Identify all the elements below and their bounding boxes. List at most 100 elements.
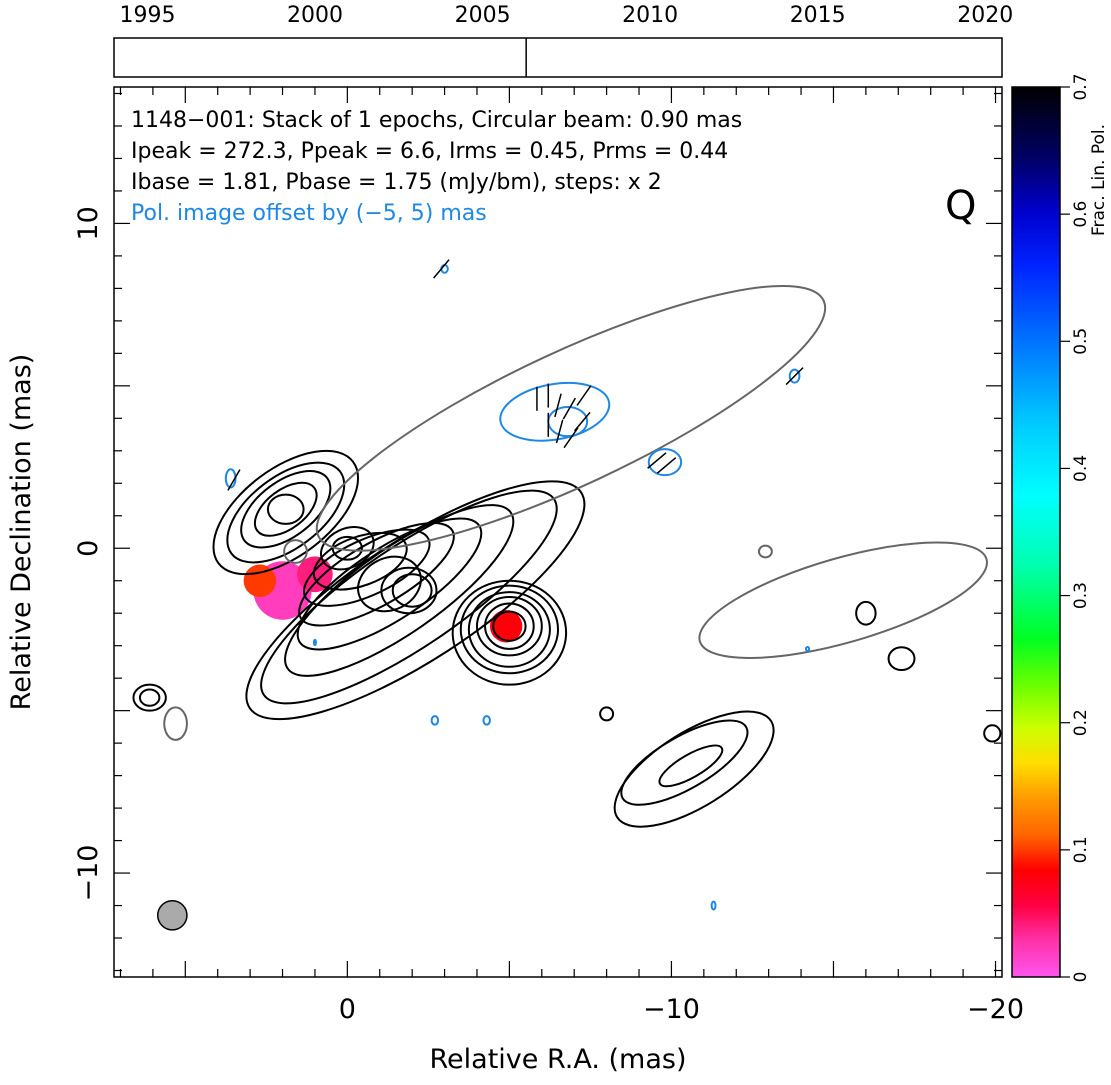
annotation-line-1: 1148−001: Stack of 1 epochs, Circular be… — [131, 108, 742, 133]
contour-level-0-stokes_i — [132, 449, 1002, 828]
x-tick-label: 0 — [339, 994, 356, 1025]
colorbar-tick-label: 0.2 — [1071, 709, 1091, 736]
contour-4-0 — [266, 493, 305, 525]
timeline-tick-label: 2020 — [957, 3, 1013, 28]
contour-2-0 — [240, 470, 332, 549]
map-axis-tick-labels: 0 −10 −20 −10 0 10 — [73, 206, 1024, 1025]
evpa-ticks — [227, 259, 804, 491]
timeline-tick-label: 2010 — [622, 3, 678, 28]
evpa-tick-4 — [576, 385, 592, 406]
contour-1-3 — [138, 688, 161, 707]
map-frame — [113, 86, 1003, 978]
colorbar-tick-label: 0.4 — [1071, 455, 1091, 482]
contour-2-1 — [284, 504, 515, 677]
contour-0-5 — [887, 646, 916, 672]
contour-0-8 — [613, 710, 775, 828]
evpa-tick-7 — [563, 427, 579, 449]
contour-3-0 — [253, 481, 318, 537]
contour-11-9 — [710, 900, 717, 911]
evpa-tick-2 — [554, 393, 562, 418]
contour-7-1 — [320, 526, 375, 571]
x-tick-label: −10 — [643, 994, 700, 1025]
contour-0-6 — [983, 724, 1002, 743]
contour-0-4 — [855, 600, 877, 626]
evpa-tick-9 — [647, 452, 667, 469]
stokes-label: Q — [945, 183, 976, 229]
y-axis-label: Relative Declination (mas) — [6, 354, 37, 711]
colorbar-ticks: 0 0.1 0.2 0.3 0.4 0.5 0.6 0.7 — [1060, 73, 1091, 982]
colorbar-tick-label: 0.5 — [1071, 328, 1091, 355]
y-tick-label: 10 — [73, 206, 104, 240]
colorbar-label: Frac. Lin. Pol. — [1089, 124, 1109, 236]
contour-0-7 — [599, 706, 615, 722]
evpa-tick-6 — [555, 419, 564, 444]
contour-3-2 — [475, 595, 543, 657]
contour-10-4 — [757, 544, 773, 559]
contour-9-0 — [391, 573, 433, 608]
map-axis-ticks — [114, 87, 1002, 977]
fracpol-blob-3 — [489, 609, 523, 643]
contour-10-1 — [698, 541, 988, 659]
contour-11-5 — [788, 368, 801, 384]
colorbar-tick-label: 0 — [1071, 972, 1091, 983]
beam-ellipse — [157, 899, 188, 931]
timeline-tick-label: 2005 — [455, 3, 511, 28]
timeline-tick-labels: 1995 2000 2005 2010 2015 2020 — [120, 3, 1014, 28]
contour-2-3 — [658, 744, 724, 788]
epoch-timeline: 1995 2000 2005 2010 2015 2020 — [113, 3, 1014, 78]
contour-2-2 — [467, 591, 551, 668]
contour-11-8 — [804, 645, 811, 652]
colorbar: 0 0.1 0.2 0.3 0.4 0.5 0.6 0.7 Frac. Lin. Pol. — [1011, 73, 1109, 982]
y-tick-label: 0 — [73, 540, 104, 557]
evpa-tick-13 — [785, 367, 804, 386]
contour-4-2 — [484, 602, 535, 650]
timeline-tick-label: 2000 — [287, 3, 343, 28]
contour-10-0 — [315, 284, 827, 552]
timeline-tick-label: 1995 — [120, 3, 176, 28]
contour-level-9-stokes_i — [391, 573, 433, 608]
evpa-tick-8 — [574, 411, 591, 432]
evpa-tick-11 — [433, 259, 450, 279]
contour-8-0 — [380, 566, 438, 615]
contour-5-1 — [492, 610, 527, 642]
colorbar-tick-label: 0.1 — [1071, 836, 1091, 863]
contour-level-11-polarization — [224, 264, 811, 911]
fractional-polarization-image — [243, 556, 523, 643]
contour-level-5-stokes_i — [303, 528, 527, 642]
x-axis-label: Relative R.A. (mas) — [430, 1044, 687, 1075]
contour-level-7-stokes_i — [320, 526, 422, 613]
annotation-line-3: Ibase = 1.81, Pbase = 1.75 (mJy/bm), ste… — [131, 170, 662, 195]
colorbar-tick-label: 0.6 — [1071, 201, 1091, 228]
contour-0-3 — [132, 683, 167, 712]
contour-11-7 — [482, 715, 491, 726]
contour-1-0 — [226, 461, 346, 564]
timeline-frame — [113, 37, 1003, 78]
contour-7-0 — [357, 555, 422, 613]
contour-level-1-stokes_i — [138, 461, 749, 806]
contour-11-10 — [312, 638, 317, 647]
contour-0-0 — [212, 449, 360, 576]
annotation-line-2: Ipeak = 272.3, Ppeak = 6.6, Irms = 0.45,… — [131, 139, 728, 164]
contour-level-2-stokes_i — [240, 470, 724, 788]
timeline-tick-label: 2015 — [790, 3, 846, 28]
contour-10-3 — [283, 539, 308, 564]
contour-1-4 — [620, 719, 749, 806]
contour-level-10-negative — [163, 284, 988, 741]
colorbar-tick-label: 0.3 — [1071, 582, 1091, 609]
colorbar-gradient — [1011, 86, 1061, 978]
x-tick-label: −20 — [967, 994, 1024, 1025]
fracpol-blob-2 — [243, 564, 277, 597]
colorbar-tick-label: 0.7 — [1071, 73, 1091, 100]
contour-10-2 — [163, 706, 188, 741]
contour-5-0 — [303, 528, 431, 607]
contour-11-2 — [647, 448, 683, 477]
contour-11-0 — [499, 381, 611, 442]
evpa-tick-10 — [656, 457, 677, 474]
contour-11-6 — [430, 715, 440, 726]
map-panel: 0 −10 −20 −10 0 10 1148−001: Stack of 1 epoch… — [6, 86, 1024, 1075]
evpa-tick-3 — [562, 397, 576, 420]
pol-offset-note: Pol. image offset by (−5, 5) mas — [131, 201, 487, 226]
contour-layers — [132, 264, 1002, 911]
y-tick-label: −10 — [73, 845, 104, 902]
